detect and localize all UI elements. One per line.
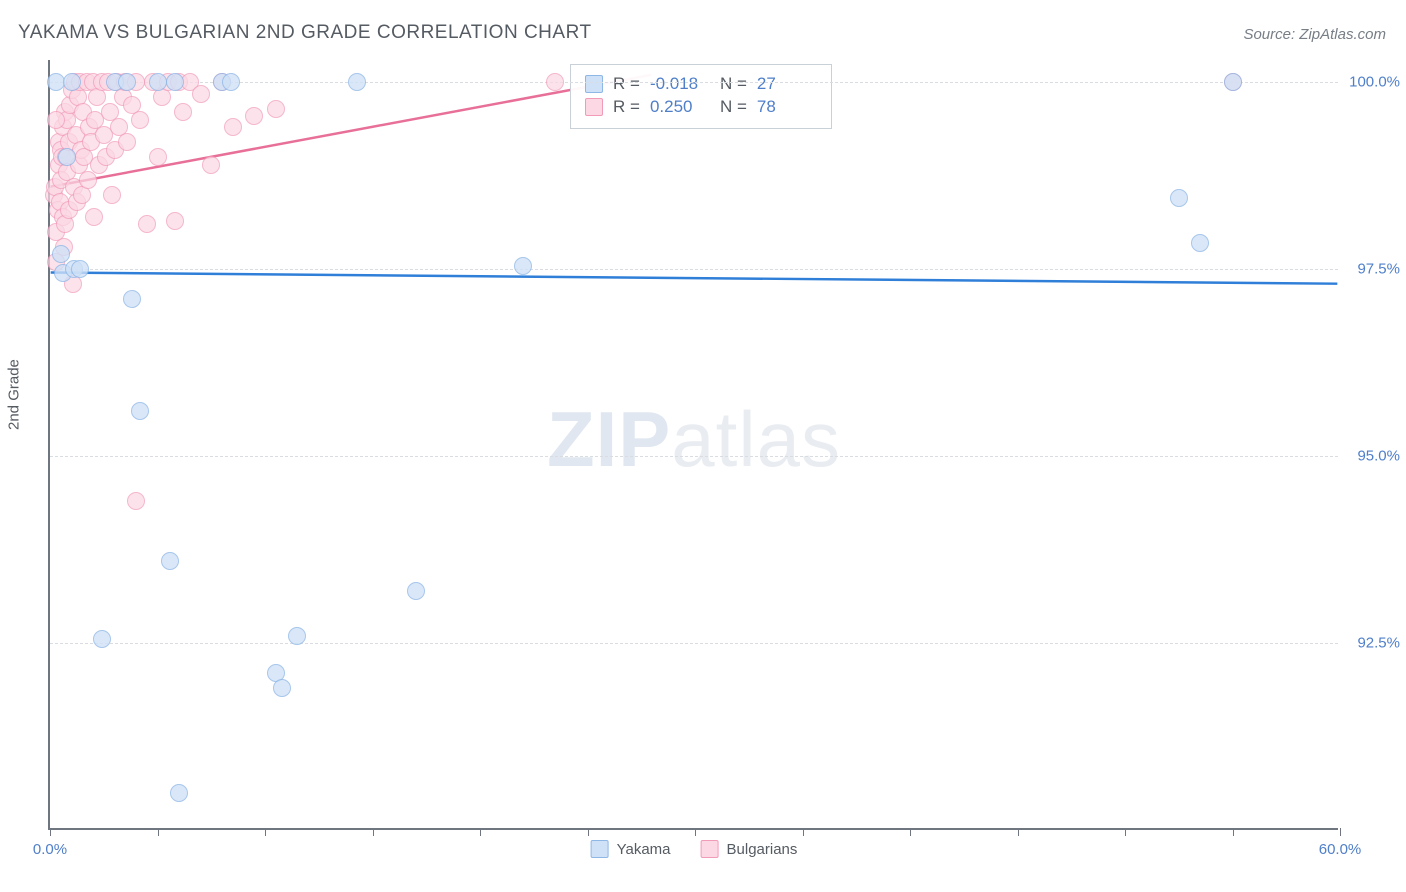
point-yakama — [1170, 189, 1188, 207]
point-bulgarians — [192, 85, 210, 103]
xtick-label-left: 0.0% — [33, 841, 67, 858]
stats-row-yakama: R = -0.018 N = 27 — [585, 74, 817, 94]
stats-r-label: R = — [613, 74, 640, 94]
trend-lines — [50, 60, 1338, 828]
xtick-label-right: 60.0% — [1319, 841, 1362, 858]
xtick — [480, 828, 481, 836]
point-bulgarians — [127, 492, 145, 510]
ytick-label: 95.0% — [1357, 448, 1400, 465]
legend: Yakama Bulgarians — [591, 840, 798, 858]
point-yakama — [1191, 234, 1209, 252]
swatch-bulgarians-icon — [585, 98, 603, 116]
point-bulgarians — [149, 148, 167, 166]
xtick — [803, 828, 804, 836]
xtick — [588, 828, 589, 836]
watermark-atlas: atlas — [671, 395, 841, 483]
point-yakama — [58, 148, 76, 166]
point-bulgarians — [166, 212, 184, 230]
point-yakama — [52, 245, 70, 263]
legend-item-bulgarians: Bulgarians — [701, 840, 798, 858]
stats-r-bulgarians: 0.250 — [650, 97, 710, 117]
point-bulgarians — [47, 111, 65, 129]
gridline — [50, 456, 1338, 457]
ytick-label: 92.5% — [1357, 635, 1400, 652]
gridline — [50, 82, 1338, 83]
stats-n-yakama: 27 — [757, 74, 817, 94]
point-yakama — [118, 73, 136, 91]
point-yakama — [273, 679, 291, 697]
xtick — [695, 828, 696, 836]
xtick — [1125, 828, 1126, 836]
point-yakama — [514, 257, 532, 275]
chart-title: YAKAMA VS BULGARIAN 2ND GRADE CORRELATIO… — [18, 22, 592, 44]
point-bulgarians — [267, 100, 285, 118]
ytick-label: 100.0% — [1349, 74, 1400, 91]
swatch-yakama-icon — [591, 840, 609, 858]
plot-area: ZIPatlas R = -0.018 N = 27 R = 0.250 N =… — [48, 60, 1338, 830]
stats-r-yakama: -0.018 — [650, 74, 710, 94]
trendline — [51, 75, 651, 187]
point-yakama — [288, 627, 306, 645]
y-axis-label: 2nd Grade — [6, 359, 23, 430]
gridline — [50, 643, 1338, 644]
point-yakama — [348, 73, 366, 91]
point-yakama — [161, 552, 179, 570]
xtick — [1233, 828, 1234, 836]
stats-box: R = -0.018 N = 27 R = 0.250 N = 78 — [570, 64, 832, 129]
point-bulgarians — [174, 103, 192, 121]
point-yakama — [93, 630, 111, 648]
stats-n-label: N = — [720, 74, 747, 94]
point-bulgarians — [202, 156, 220, 174]
xtick — [265, 828, 266, 836]
xtick — [1018, 828, 1019, 836]
point-bulgarians — [546, 73, 564, 91]
watermark-zip: ZIP — [547, 395, 671, 483]
legend-label-yakama: Yakama — [617, 841, 671, 858]
point-bulgarians — [103, 186, 121, 204]
point-bulgarians — [79, 171, 97, 189]
point-bulgarians — [224, 118, 242, 136]
point-yakama — [407, 582, 425, 600]
legend-label-bulgarians: Bulgarians — [727, 841, 798, 858]
stats-row-bulgarians: R = 0.250 N = 78 — [585, 97, 817, 117]
xtick — [373, 828, 374, 836]
point-bulgarians — [131, 111, 149, 129]
swatch-bulgarians-icon — [701, 840, 719, 858]
trendline — [51, 273, 1338, 284]
point-yakama — [166, 73, 184, 91]
xtick — [50, 828, 51, 836]
ytick-label: 97.5% — [1357, 261, 1400, 278]
stats-r-label: R = — [613, 97, 640, 117]
xtick — [158, 828, 159, 836]
point-yakama — [131, 402, 149, 420]
point-yakama — [123, 290, 141, 308]
stats-n-bulgarians: 78 — [757, 97, 817, 117]
point-bulgarians — [245, 107, 263, 125]
point-yakama — [170, 784, 188, 802]
stats-n-label: N = — [720, 97, 747, 117]
point-yakama — [1224, 73, 1242, 91]
point-yakama — [71, 260, 89, 278]
point-bulgarians — [85, 208, 103, 226]
point-bulgarians — [118, 133, 136, 151]
point-yakama — [63, 73, 81, 91]
swatch-yakama-icon — [585, 75, 603, 93]
gridline — [50, 269, 1338, 270]
point-yakama — [222, 73, 240, 91]
watermark: ZIPatlas — [547, 394, 841, 485]
point-bulgarians — [138, 215, 156, 233]
xtick — [910, 828, 911, 836]
point-yakama — [149, 73, 167, 91]
xtick — [1340, 828, 1341, 836]
legend-item-yakama: Yakama — [591, 840, 671, 858]
source-label: Source: ZipAtlas.com — [1243, 26, 1386, 43]
